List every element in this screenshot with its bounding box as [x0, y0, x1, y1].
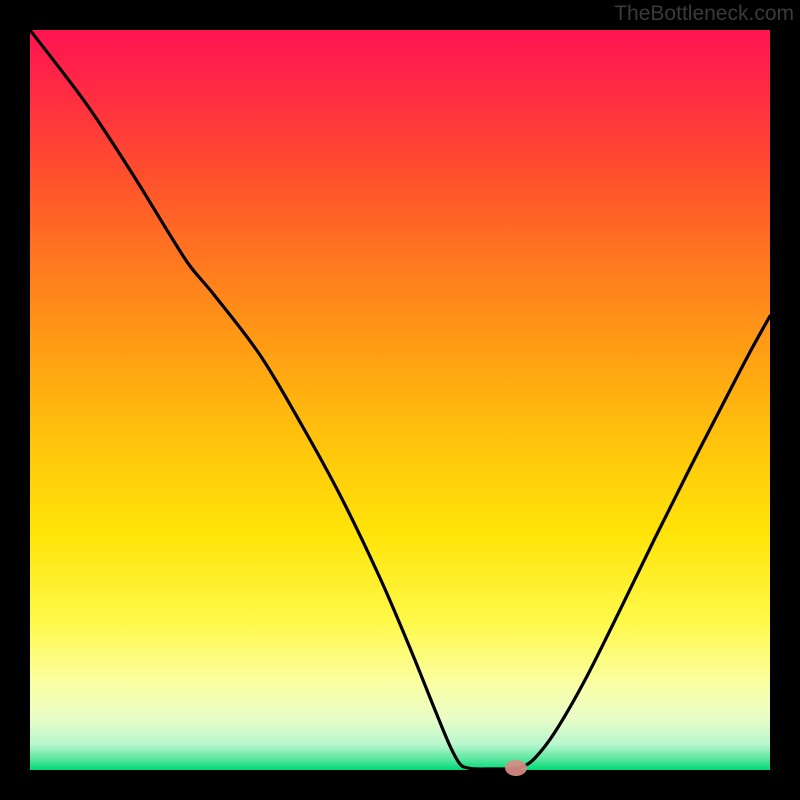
optimum-marker — [505, 760, 527, 776]
bottleneck-curve — [30, 30, 770, 770]
watermark-text: TheBottleneck.com — [614, 2, 794, 26]
curve-path — [30, 30, 770, 769]
plot-area — [30, 30, 770, 770]
